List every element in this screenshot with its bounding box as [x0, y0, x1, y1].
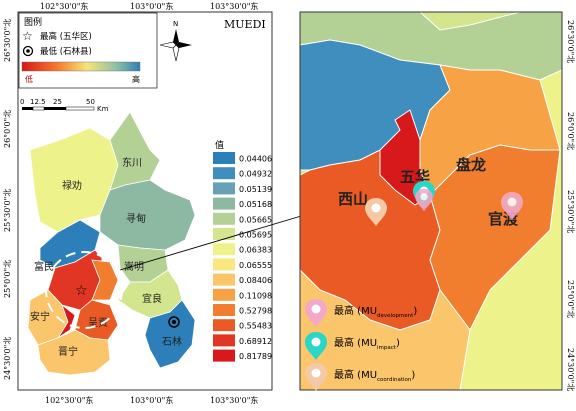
- district-dongchuan: [109, 111, 161, 191]
- svg-text:最高 (MUcoordination): 最高 (MUcoordination): [334, 368, 415, 383]
- value-label: 0.08406: [239, 276, 272, 285]
- value-swatch: [213, 288, 235, 301]
- right-legend: 最高 (MUdevelopment) 最高 (MUimpact) 最高 (MUc…: [305, 299, 417, 391]
- right-region-wuhua: [379, 109, 431, 206]
- value-label: 0.05139: [239, 185, 272, 194]
- lowest-marker-icon: [168, 316, 180, 328]
- value-swatch: [213, 304, 235, 316]
- map-title: MUEDI: [224, 18, 266, 31]
- coord-top-3: 103°30'0"东: [210, 1, 258, 11]
- value-label: 0.11098: [239, 291, 272, 300]
- svg-text:0: 0: [20, 98, 24, 106]
- value-swatch: [213, 273, 235, 286]
- value-label: 0.04932: [239, 170, 272, 179]
- value-label: 0.05168: [239, 200, 272, 209]
- svg-text:12.5: 12.5: [30, 98, 46, 106]
- svg-text:最高 (MUimpact): 最高 (MUimpact): [334, 336, 400, 351]
- value-label: 0.05695: [239, 231, 272, 240]
- star-icon: ☆: [22, 29, 33, 43]
- value-label: 0.81789: [239, 352, 272, 361]
- svg-text:Km: Km: [97, 105, 109, 113]
- coord-left-5: 24°30'0"北: [3, 337, 12, 380]
- left-map: 102°30'0"东 103°0'0"东 103°30'0"东 102°30'0…: [3, 1, 273, 405]
- value-swatch: [213, 319, 235, 332]
- label-dongchuan: 东川: [122, 156, 142, 169]
- svg-text:25: 25: [53, 98, 62, 106]
- coord-top-1: 102°30'0"东: [40, 1, 88, 11]
- coord-bottom-3: 103°30'0"东: [210, 395, 258, 405]
- value-swatch: [213, 167, 235, 180]
- focus-circle: [45, 251, 123, 329]
- ramp-low-label: 低: [25, 74, 33, 84]
- district-shilin: [144, 299, 196, 369]
- value-swatch: [213, 228, 235, 240]
- north-arrow-icon: N: [159, 20, 192, 62]
- label-luquan: 禄劝: [62, 179, 82, 192]
- svg-text:最高 (MUdevelopment): 最高 (MUdevelopment): [334, 304, 417, 319]
- value-legend: 0.04406 0.04932 0.05139 0.05168 0.05665 0.056…: [213, 152, 272, 362]
- district-guandu-small: [91, 259, 119, 301]
- right-region-yellow-lower: [300, 269, 471, 390]
- label-xishan: 西山: [338, 190, 368, 208]
- svg-text:50: 50: [86, 98, 95, 106]
- coord-bottom-2: 103°0'0"东: [130, 395, 173, 405]
- scale-bar: 0 12.5 25 50 Km: [20, 98, 109, 113]
- ramp-high-label: 高: [132, 74, 140, 84]
- label-fumin: 富民: [34, 260, 54, 273]
- highest-star-icon: ☆: [75, 283, 88, 299]
- label-songming: 嵩明: [124, 261, 144, 273]
- lowest-icon: [22, 45, 34, 57]
- value-label: 0.55483: [239, 322, 272, 331]
- label-panlong: 盘龙: [456, 156, 486, 174]
- value-swatch: [213, 197, 235, 210]
- legend-title: 图例: [24, 16, 42, 28]
- lowest-label: 最低 (石林县): [40, 46, 92, 57]
- district-shapes: [27, 111, 196, 376]
- district-jinning: [37, 329, 111, 376]
- value-swatch: [213, 152, 235, 164]
- color-ramp: [21, 61, 141, 72]
- label-yiliang: 宜良: [142, 292, 162, 305]
- district-xishan: [47, 289, 76, 339]
- label-shilin: 石林: [162, 335, 182, 348]
- coord-bottom-1: 102°30'0"东: [45, 395, 93, 405]
- label-xundian: 寻甸: [126, 212, 146, 225]
- value-swatch: [213, 212, 235, 225]
- right-map: 26°30'0"北 26°0'0"北 25°30'0"北 25°0'0"北 24…: [299, 11, 575, 391]
- coord-left-1: 26°30'0"北: [3, 19, 12, 62]
- coord-right-1: 26°30'0"北: [566, 20, 575, 63]
- value-swatch: [213, 182, 235, 195]
- value-label: 0.04406: [239, 155, 272, 164]
- coord-left-4: 25°0'0"北: [3, 260, 12, 298]
- value-label: 0.05665: [239, 215, 272, 224]
- right-map-frame: [299, 11, 563, 391]
- highest-label: 最高 (五华区): [40, 31, 92, 42]
- value-swatch: [213, 334, 235, 347]
- label-anning: 安宁: [30, 310, 50, 323]
- value-label: 0.06555: [239, 261, 272, 270]
- coord-left-2: 26°0'0"北: [3, 110, 12, 148]
- legend-box: [18, 12, 158, 89]
- value-swatch: [213, 243, 235, 256]
- value-label: 0.52798: [239, 307, 272, 316]
- coord-right-2: 26°0'0"北: [566, 112, 575, 150]
- north-label: N: [173, 20, 178, 28]
- coord-right-5: 24°30'0"北: [566, 348, 575, 391]
- coord-left-3: 25°30'0"北: [3, 189, 12, 232]
- value-label: 0.68912: [239, 337, 272, 346]
- label-jinning: 晋宁: [58, 345, 78, 358]
- value-legend-title: 值: [215, 139, 224, 151]
- coord-right-4: 25°0'0"北: [566, 280, 575, 318]
- coord-top-2: 103°0'0"东: [130, 1, 173, 11]
- value-label: 0.06383: [239, 246, 272, 255]
- value-swatch: [213, 349, 235, 362]
- coord-right-3: 25°30'0"北: [566, 190, 575, 233]
- value-swatch: [213, 258, 235, 271]
